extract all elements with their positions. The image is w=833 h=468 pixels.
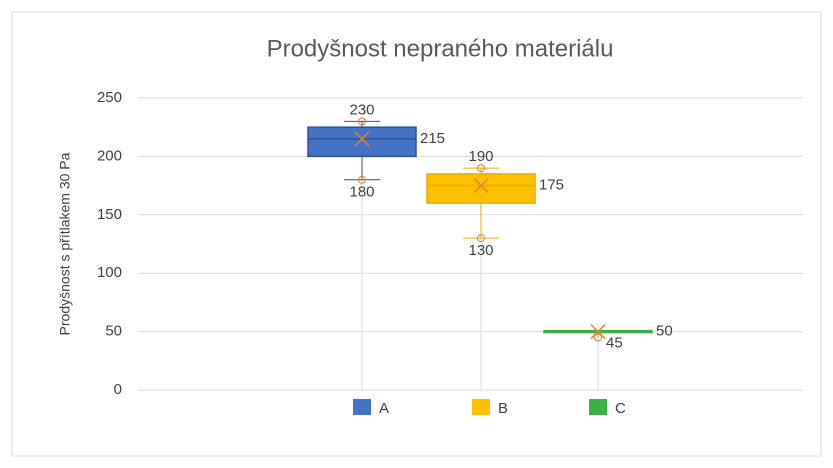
y-tick-label: 150: [97, 206, 122, 223]
data-label: 175: [539, 177, 564, 194]
mean-marker: [354, 131, 370, 147]
legend-label: C: [615, 400, 626, 417]
point: [477, 234, 485, 243]
y-tick-label: 100: [97, 264, 122, 281]
legend-swatch: [472, 399, 490, 415]
legend-swatch: [589, 399, 607, 415]
y-tick-label: 250: [97, 89, 122, 106]
data-label: 45: [606, 334, 623, 351]
data-label: 215: [420, 130, 445, 147]
box: [426, 173, 536, 204]
y-tick-label: 200: [97, 147, 122, 164]
data-label: 190: [468, 148, 493, 165]
point: [477, 164, 485, 173]
mean-marker: [590, 324, 606, 340]
legend-label: B: [498, 400, 508, 417]
y-tick-label: 50: [105, 323, 122, 340]
data-label: 130: [468, 242, 493, 259]
y-axis-label: Prodyšnost s přítlakem 30 Pa: [57, 152, 73, 335]
point: [594, 333, 602, 342]
point: [358, 175, 366, 184]
data-label: 180: [349, 184, 374, 201]
chart-border: [11, 11, 822, 457]
data-label: 230: [349, 101, 374, 118]
legend-label: A: [379, 400, 389, 417]
chart-title: Prodyšnost nepraného materiálu: [267, 35, 614, 62]
y-tick-label: 0: [114, 381, 122, 398]
legend-swatch: [353, 399, 371, 415]
point: [358, 117, 366, 126]
data-label: 50: [656, 323, 673, 340]
mean-marker: [473, 178, 489, 194]
box: [307, 126, 417, 158]
